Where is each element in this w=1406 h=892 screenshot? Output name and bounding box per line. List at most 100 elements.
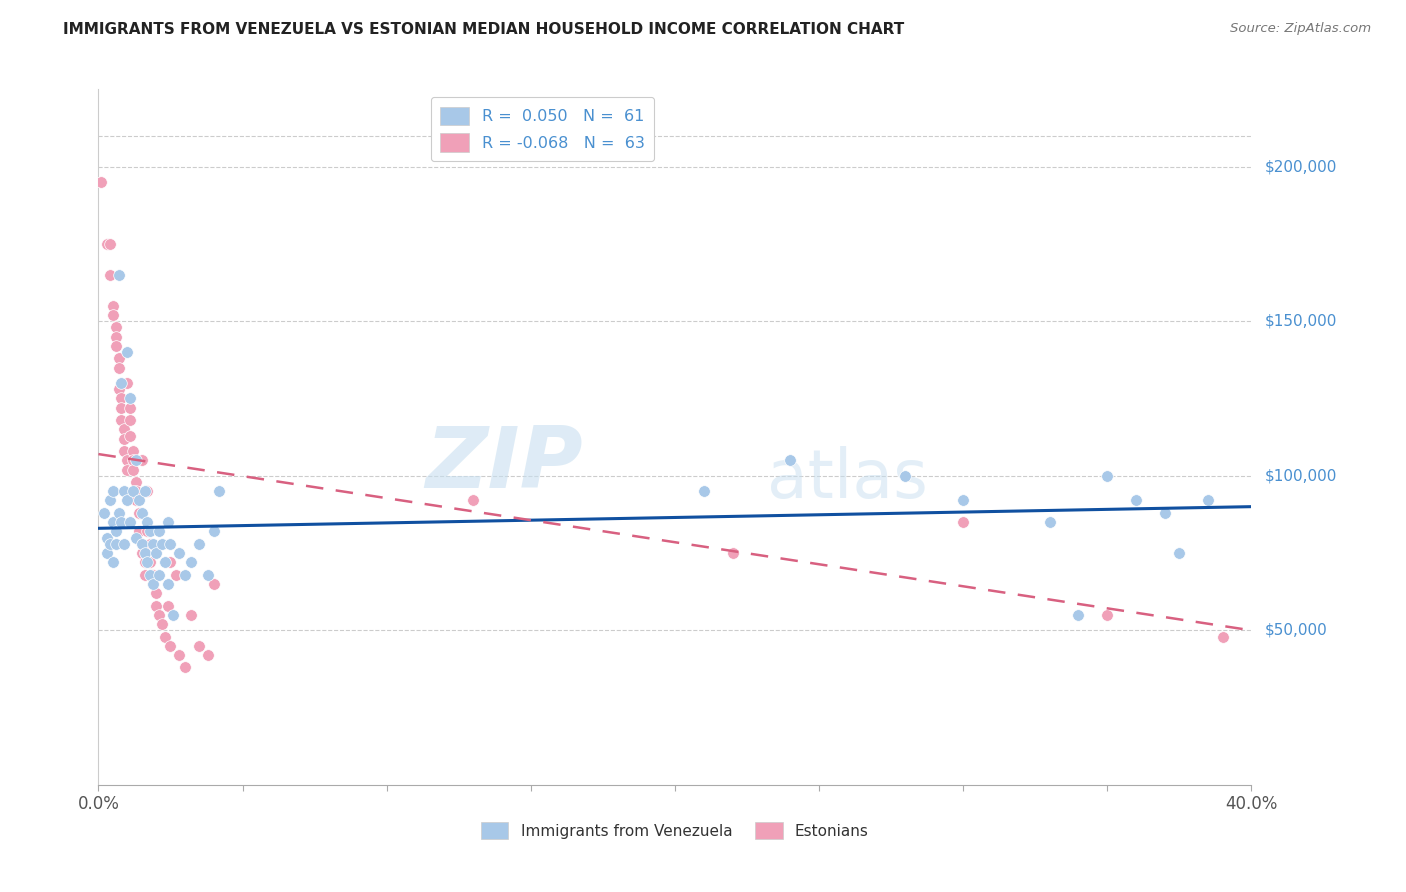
Point	[1212, 630, 1234, 644]
Point	[131, 537, 153, 551]
Point	[159, 537, 181, 551]
Point	[131, 453, 153, 467]
Point	[104, 524, 127, 539]
Point	[125, 531, 148, 545]
Point	[148, 607, 170, 622]
Point	[90, 175, 112, 189]
Point	[128, 493, 150, 508]
Point	[128, 524, 150, 539]
Point	[1125, 493, 1147, 508]
Point	[107, 506, 129, 520]
Point	[1197, 493, 1219, 508]
Point	[122, 462, 145, 476]
Point	[120, 413, 142, 427]
Point	[110, 413, 132, 427]
Point	[142, 577, 165, 591]
Point	[101, 515, 124, 529]
Point	[101, 299, 124, 313]
Point	[110, 392, 132, 406]
Point	[96, 236, 118, 251]
Text: ZIP: ZIP	[425, 424, 582, 507]
Point	[952, 515, 974, 529]
Point	[148, 567, 170, 582]
Point	[1097, 607, 1119, 622]
Point	[125, 484, 148, 499]
Point	[120, 392, 142, 406]
Point	[145, 586, 167, 600]
Point	[110, 401, 132, 415]
Point	[117, 376, 139, 390]
Point	[112, 484, 135, 499]
Point	[156, 599, 179, 613]
Point	[136, 484, 159, 499]
Text: $100,000: $100,000	[1265, 468, 1337, 483]
Point	[461, 493, 484, 508]
Point	[153, 555, 176, 569]
Point	[93, 506, 115, 520]
Text: Source: ZipAtlas.com: Source: ZipAtlas.com	[1230, 22, 1371, 36]
Point	[145, 599, 167, 613]
Text: $200,000: $200,000	[1265, 159, 1337, 174]
Point	[142, 567, 165, 582]
Point	[188, 537, 211, 551]
Point	[174, 660, 197, 674]
Point	[112, 422, 135, 436]
Point	[139, 567, 162, 582]
Point	[110, 515, 132, 529]
Point	[131, 506, 153, 520]
Point	[117, 453, 139, 467]
Point	[156, 577, 179, 591]
Point	[156, 515, 179, 529]
Point	[104, 329, 127, 343]
Point	[197, 648, 219, 662]
Text: $50,000: $50,000	[1265, 623, 1329, 638]
Point	[112, 444, 135, 458]
Point	[104, 320, 127, 334]
Point	[98, 537, 121, 551]
Point	[894, 468, 917, 483]
Point	[104, 537, 127, 551]
Point	[721, 546, 744, 560]
Point	[180, 607, 202, 622]
Point	[125, 453, 148, 467]
Point	[202, 577, 225, 591]
Point	[142, 577, 165, 591]
Point	[139, 524, 162, 539]
Point	[98, 236, 121, 251]
Point	[150, 617, 173, 632]
Legend: Immigrants from Venezuela, Estonians: Immigrants from Venezuela, Estonians	[474, 814, 876, 847]
Text: atlas: atlas	[768, 446, 928, 512]
Point	[136, 515, 159, 529]
Point	[117, 493, 139, 508]
Point	[952, 493, 974, 508]
Point	[153, 630, 176, 644]
Point	[110, 376, 132, 390]
Point	[134, 555, 156, 569]
Text: $150,000: $150,000	[1265, 314, 1337, 328]
Point	[120, 401, 142, 415]
Point	[202, 524, 225, 539]
Point	[120, 515, 142, 529]
Point	[174, 567, 197, 582]
Point	[98, 493, 121, 508]
Point	[165, 567, 187, 582]
Point	[128, 506, 150, 520]
Point	[167, 648, 190, 662]
Point	[104, 339, 127, 353]
Point	[96, 531, 118, 545]
Point	[125, 493, 148, 508]
Point	[159, 555, 181, 569]
Point	[148, 524, 170, 539]
Point	[1039, 515, 1062, 529]
Point	[112, 432, 135, 446]
Point	[159, 639, 181, 653]
Point	[693, 484, 716, 499]
Point	[101, 308, 124, 322]
Point	[136, 524, 159, 539]
Point	[197, 567, 219, 582]
Point	[120, 428, 142, 442]
Point	[136, 555, 159, 569]
Point	[167, 546, 190, 560]
Point	[150, 537, 173, 551]
Point	[1154, 506, 1177, 520]
